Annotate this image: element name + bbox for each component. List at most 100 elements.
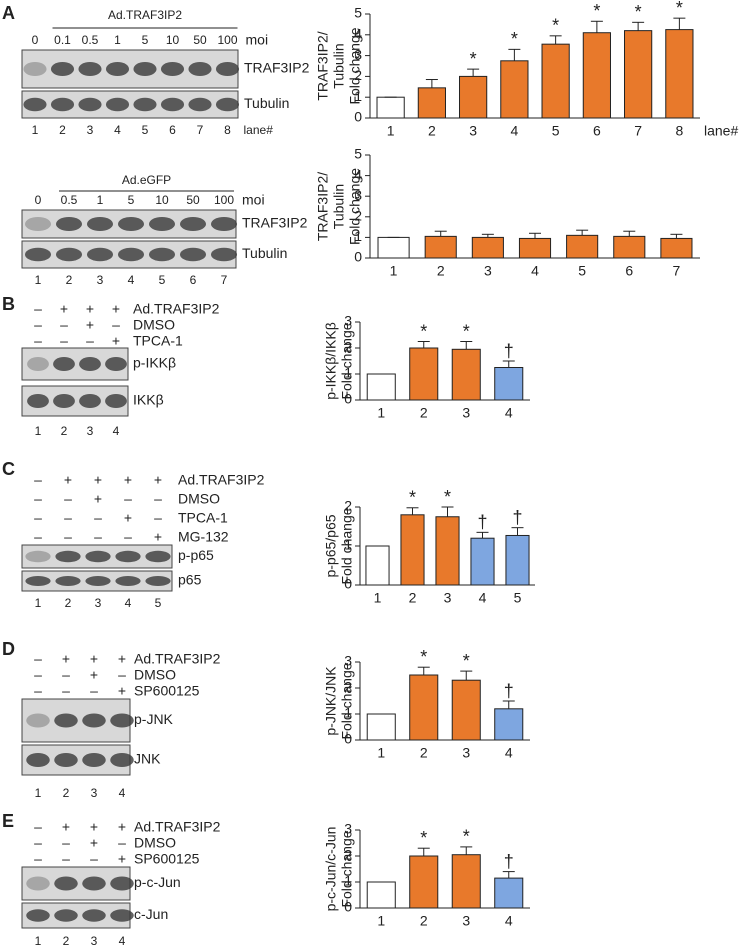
treatment-sign: – (34, 317, 42, 333)
band-label: Tubulin (242, 245, 287, 261)
blot-band (25, 550, 51, 563)
blot-band (54, 753, 78, 767)
blot-band (115, 576, 141, 586)
treatment-label: DMSO (134, 667, 176, 683)
bar (424, 235, 457, 259)
x-tick-label: 4 (479, 590, 487, 606)
bar (494, 877, 524, 909)
moi-label: 1 (114, 33, 121, 47)
treatment-label: Ad.TRAF3IP2 (178, 472, 265, 488)
blot-band (79, 394, 101, 408)
treatment-sign: – (34, 472, 42, 488)
y-axis-label: p-IKKβ/IKKβ (323, 322, 339, 400)
significance-marker: * (511, 29, 518, 49)
blot-band (24, 247, 52, 262)
treatment-sign: + (124, 510, 132, 526)
x-tick-label: 6 (625, 263, 633, 279)
significance-marker: * (593, 1, 600, 21)
lane-number: 1 (35, 786, 42, 800)
blot-band (26, 713, 50, 728)
blot-band (110, 876, 134, 891)
treatment-sign: + (90, 651, 98, 667)
x-tick-label: 3 (444, 590, 452, 606)
bar (451, 679, 481, 741)
blot-band (86, 247, 114, 262)
y-tick-label: 2 (354, 208, 362, 224)
x-tick-label: 3 (462, 405, 470, 421)
treatment-sign: – (62, 851, 70, 867)
x-tick-label: 1 (377, 913, 385, 929)
bar (366, 881, 396, 909)
blot-band (23, 62, 47, 76)
band-label: IKKβ (133, 392, 164, 408)
x-tick-label: 2 (428, 123, 436, 139)
band-label: p-p65 (178, 547, 214, 563)
significance-marker: † (504, 341, 514, 361)
treatment-sign: + (64, 472, 72, 488)
blot-band (105, 357, 127, 371)
blot-band (117, 247, 145, 262)
bar (624, 30, 653, 119)
treatment-sign: – (34, 510, 42, 526)
x-tick-label: 8 (675, 123, 683, 139)
blot-band (188, 97, 212, 112)
moi-label: 0.5 (61, 193, 78, 207)
lane-number: 5 (155, 596, 162, 610)
treatment-sign: + (94, 491, 102, 507)
bar (494, 708, 524, 741)
bar (400, 514, 425, 586)
x-tick-label: 5 (578, 263, 586, 279)
y-tick-label: 1 (344, 873, 352, 889)
y-tick-label: 5 (354, 146, 362, 162)
treatment-sign: + (90, 819, 98, 835)
treatment-label: DMSO (178, 491, 220, 507)
significance-marker: * (444, 487, 451, 507)
treatment-label: DMSO (134, 835, 176, 851)
x-tick-label: 4 (505, 745, 513, 761)
blot-band (160, 97, 185, 112)
bar (660, 237, 693, 259)
blot-band (85, 550, 111, 563)
vector-label: Ad.TRAF3IP2 (108, 8, 182, 22)
lane-number: 6 (190, 273, 197, 287)
vector-label: Ad.eGFP (122, 173, 171, 187)
treatment-label: SP600125 (134, 683, 200, 699)
lane-number: 2 (65, 596, 72, 610)
bar (377, 236, 410, 259)
blot-band (160, 62, 185, 76)
lane-number: 4 (119, 934, 126, 948)
moi-label: 0.1 (54, 33, 71, 47)
blot-band (110, 713, 134, 728)
treatment-sign: + (62, 819, 70, 835)
treatment-sign: – (64, 510, 72, 526)
band-label: p-IKKβ (133, 355, 176, 371)
significance-marker: * (420, 321, 427, 341)
treatment-sign: – (86, 333, 94, 349)
treatment-sign: + (118, 851, 126, 867)
treatment-sign: + (154, 472, 162, 488)
x-tick-label: 4 (505, 913, 513, 929)
treatment-label: Ad.TRAF3IP2 (133, 301, 220, 317)
blot-band (24, 217, 52, 231)
treatment-sign: – (62, 683, 70, 699)
blot-band (27, 357, 49, 371)
blot-band (115, 550, 141, 563)
blot-band (26, 753, 50, 767)
blot-band (105, 62, 130, 76)
panel-letter: A (2, 3, 15, 23)
y-axis-label: Fold change (339, 507, 355, 584)
treatment-sign: – (154, 510, 162, 526)
significance-marker: * (676, 0, 683, 18)
blot-band (82, 909, 106, 922)
significance-marker: * (470, 49, 477, 69)
blot-band (78, 62, 102, 76)
y-axis-label: p-JNK/JNK (323, 666, 339, 736)
lane-number: 4 (113, 424, 120, 438)
y-axis-label: Fold change (339, 322, 355, 399)
blot-band (145, 550, 171, 563)
moi-label: 0 (35, 193, 42, 207)
x-tick-label: 4 (505, 405, 513, 421)
y-tick-label: 1 (344, 537, 352, 553)
x-tick-label: 5 (514, 590, 522, 606)
